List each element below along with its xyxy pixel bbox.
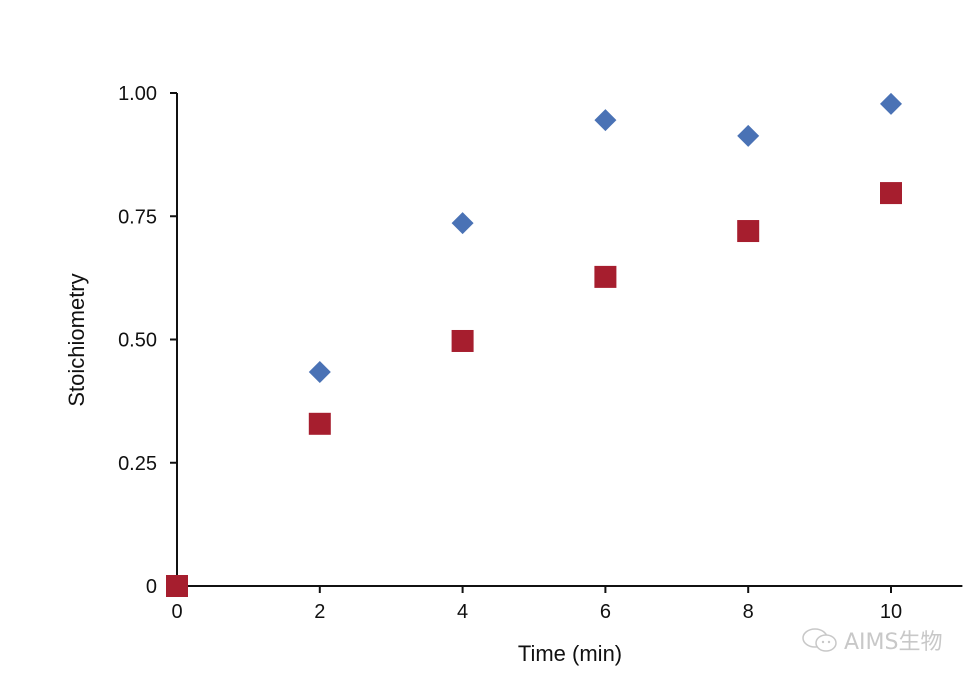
- x-tick-label: 10: [880, 601, 902, 623]
- square-point: [594, 265, 617, 288]
- x-tick-label: 4: [457, 601, 468, 623]
- x-tick-label: 2: [314, 601, 325, 623]
- watermark: AIMS生物: [800, 624, 943, 656]
- diamond-point: [594, 109, 617, 132]
- square-point: [880, 182, 902, 205]
- diamond-point: [880, 92, 902, 115]
- diamond-point: [308, 361, 331, 384]
- axes: 0 2 4 6 8 10 0 0.25 0.50 0.75 1.00: [118, 83, 963, 623]
- y-tick-label: 0.75: [118, 206, 157, 228]
- x-tick-label: 8: [743, 601, 754, 623]
- x-tick-label: 6: [600, 601, 611, 623]
- diamond-point: [451, 212, 474, 235]
- y-tick-label: 0.50: [118, 330, 157, 352]
- square-point: [737, 220, 760, 243]
- y-tick-label: 0.25: [118, 453, 157, 475]
- watermark-text: AIMS生物: [844, 630, 943, 655]
- wechat-icon: [802, 628, 837, 652]
- y-tick-label: 0: [146, 576, 157, 598]
- square-point: [308, 412, 331, 435]
- data-marks: [166, 92, 902, 597]
- y-axis-label: Stoichiometry: [64, 273, 89, 406]
- square-point: [166, 575, 188, 597]
- y-tick-label: 1.00: [118, 83, 157, 105]
- x-axis-label: Time (min): [518, 641, 622, 666]
- diamond-point: [737, 124, 760, 147]
- square-point: [451, 329, 474, 352]
- x-tick-label: 0: [171, 601, 182, 623]
